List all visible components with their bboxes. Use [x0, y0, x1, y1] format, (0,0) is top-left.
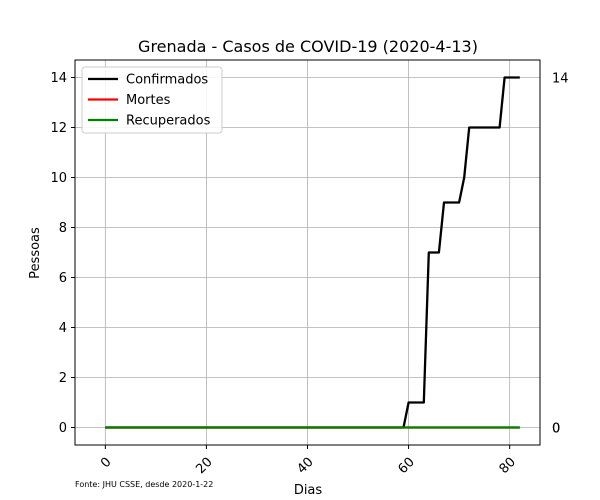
chart-title: Grenada - Casos de COVID-19 (2020-4-13)	[138, 37, 478, 56]
y-tick-label-0: 0	[59, 421, 67, 436]
series-layer	[105, 76, 520, 429]
source-note: Fonte: JHU CSSE, desde 2020-1-22	[75, 480, 213, 489]
legend-label-recuperados: Recuperados	[126, 114, 211, 129]
y-tick-label-6: 12	[50, 121, 67, 136]
legend-label-confirmados: Confirmados	[126, 73, 208, 88]
y-tick-label-4: 8	[59, 221, 67, 236]
y-axis-label: Pessoas	[28, 227, 43, 279]
legend: Confirmados Mortes Recuperados	[81, 66, 223, 134]
end-value-label-1: 0	[552, 422, 560, 437]
x-tick-label-3: 60	[396, 455, 418, 477]
x-tick-label-0: 0	[98, 455, 114, 471]
legend-box	[81, 66, 223, 134]
x-tick-label-4: 80	[497, 455, 519, 477]
legend-label-mortes: Mortes	[126, 93, 171, 108]
end-value-label-2: 0	[552, 422, 560, 437]
y-tick-label-1: 2	[59, 371, 67, 386]
y-tick-label-3: 6	[59, 271, 67, 286]
end-value-label-0: 14	[552, 72, 569, 87]
x-tick-label-1: 20	[193, 455, 215, 477]
series-line-confirmados	[105, 76, 520, 429]
y-tick-label-7: 14	[50, 71, 67, 86]
y-tick-label-2: 4	[59, 321, 67, 336]
y-tick-label-5: 10	[50, 171, 67, 186]
x-axis-label: Dias	[294, 483, 323, 498]
x-tick-label-2: 40	[294, 455, 316, 477]
